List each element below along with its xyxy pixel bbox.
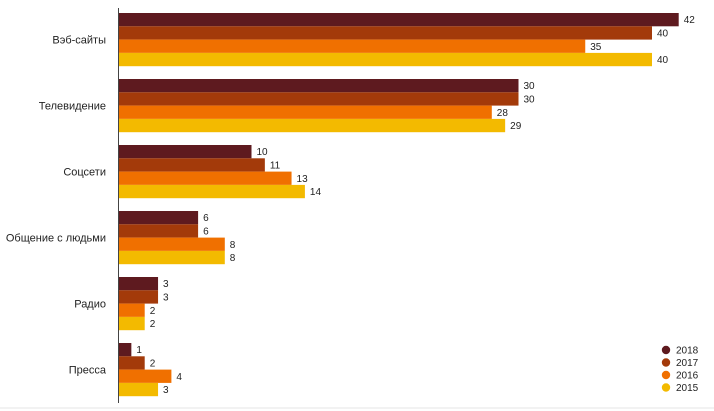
- data-label: 2: [150, 306, 156, 317]
- bar: [118, 356, 145, 370]
- bar: [118, 158, 265, 172]
- bar: [118, 13, 679, 27]
- bar: [118, 237, 225, 251]
- bar: [118, 92, 519, 106]
- bar: [118, 145, 252, 159]
- bar: [118, 79, 519, 93]
- bar: [118, 277, 159, 291]
- bar: [118, 26, 652, 40]
- legend-marker: [661, 370, 671, 380]
- data-label: 8: [230, 253, 236, 264]
- data-label: 2: [150, 358, 156, 369]
- data-label: 2: [150, 319, 156, 330]
- bar: [118, 184, 305, 199]
- data-label: 42: [684, 15, 696, 26]
- bar: [118, 211, 199, 225]
- bar: [118, 369, 172, 383]
- legend-label: 2016: [676, 371, 699, 382]
- bar: [118, 316, 145, 331]
- legend-marker: [661, 345, 671, 355]
- data-label: 1: [136, 345, 142, 356]
- bar: [118, 303, 145, 317]
- bar: [118, 105, 492, 119]
- bar: [118, 382, 159, 397]
- bar: [118, 118, 506, 133]
- bar: [118, 171, 292, 185]
- legend-label: 2018: [676, 346, 699, 357]
- category-label: Соцсети: [63, 167, 106, 179]
- data-label: 10: [257, 147, 269, 158]
- category-label: Вэб-сайты: [52, 35, 106, 47]
- bar: [118, 343, 132, 357]
- data-label: 29: [510, 121, 522, 132]
- data-label: 40: [657, 28, 669, 39]
- data-label: 4: [176, 372, 182, 383]
- data-label: 6: [203, 213, 209, 224]
- legend-marker: [661, 383, 671, 392]
- data-label: 3: [163, 279, 169, 290]
- data-label: 35: [590, 42, 602, 53]
- bar: [118, 39, 586, 53]
- data-label: 30: [524, 94, 536, 105]
- data-label: 28: [497, 108, 509, 119]
- category-label: Телевидение: [39, 101, 106, 113]
- legend-label: 2015: [676, 383, 699, 394]
- bar: [118, 290, 159, 304]
- data-label: 6: [203, 226, 209, 237]
- legend-label: 2017: [676, 358, 699, 369]
- bar: [118, 250, 225, 265]
- data-label: 11: [270, 160, 281, 171]
- data-label: 3: [163, 385, 169, 396]
- data-label: 3: [163, 292, 169, 303]
- bar: [118, 224, 199, 238]
- category-label: Радио: [74, 299, 106, 311]
- category-label: Пресса: [69, 365, 107, 377]
- category-label: Общение с людьми: [6, 233, 106, 245]
- data-label: 8: [230, 240, 236, 251]
- legend-marker: [661, 358, 671, 367]
- data-label: 13: [297, 174, 309, 185]
- bar: [118, 52, 652, 67]
- data-label: 40: [657, 55, 669, 66]
- data-label: 30: [524, 81, 536, 92]
- data-label: 14: [310, 187, 322, 198]
